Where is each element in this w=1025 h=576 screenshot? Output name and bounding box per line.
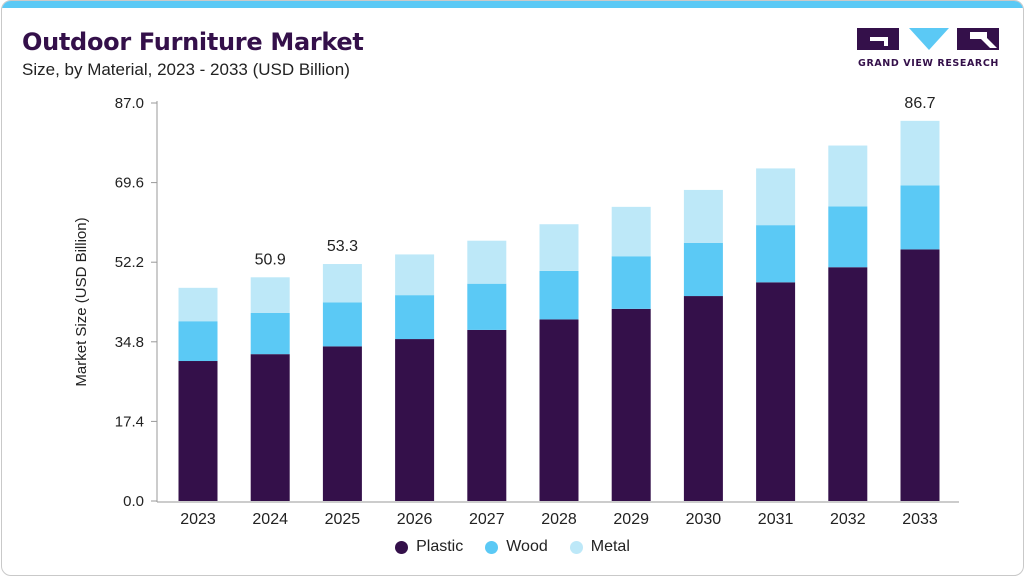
x-tick-label: 2025 — [325, 511, 361, 528]
bar-wood-2027 — [467, 283, 507, 330]
bar-wood-2024 — [250, 312, 290, 355]
legend-item-plastic: Plastic — [395, 538, 463, 556]
bar-wood-2033 — [900, 185, 940, 250]
bar-plastic-2024 — [250, 354, 290, 501]
bar-metal-2032 — [828, 145, 868, 207]
legend-swatch-metal — [569, 540, 583, 554]
bar-wood-2029 — [611, 256, 651, 309]
y-tick-label: 69.6 — [115, 175, 144, 192]
y-tick-label: 17.4 — [115, 413, 144, 430]
y-tick-label: 52.2 — [115, 254, 144, 271]
grand-view-research-logo: GRAND VIEW RESEARCH — [857, 28, 1000, 72]
y-axis-label: Market Size (USD Billion) — [73, 217, 90, 386]
x-tick-label: 2033 — [902, 511, 938, 528]
x-tick-label: 2023 — [180, 511, 216, 528]
y-tick-label: 34.8 — [115, 334, 144, 351]
y-tick-label: 87.0 — [115, 95, 144, 112]
legend-label-metal: Metal — [590, 538, 630, 555]
data-label: 86.7 — [904, 95, 935, 112]
bar-metal-2028 — [539, 224, 579, 271]
bar-wood-2023 — [178, 321, 218, 362]
x-tick-label: 2032 — [830, 511, 866, 528]
bar-metal-2030 — [683, 189, 723, 243]
x-tick-label: 2027 — [469, 511, 505, 528]
bar-metal-2031 — [756, 168, 796, 226]
bar-metal-2033 — [900, 120, 940, 186]
bar-wood-2026 — [395, 295, 435, 340]
bar-wood-2030 — [683, 242, 723, 297]
bar-wood-2028 — [539, 270, 579, 320]
bar-plastic-2025 — [322, 346, 362, 501]
bar-plastic-2033 — [900, 249, 940, 501]
y-tick-label: 0.0 — [123, 493, 144, 510]
legend-swatch-plastic — [395, 540, 409, 554]
legend-label-plastic: Plastic — [416, 538, 464, 555]
logo-mark-icon — [857, 28, 999, 50]
bar-metal-2026 — [395, 254, 435, 296]
bar-metal-2023 — [178, 287, 218, 322]
x-tick-label: 2028 — [541, 511, 577, 528]
data-label: 53.3 — [327, 238, 358, 255]
bar-plastic-2030 — [683, 296, 723, 501]
x-tick-label: 2024 — [252, 511, 288, 528]
x-tick-label: 2029 — [613, 511, 649, 528]
bar-plastic-2029 — [611, 308, 651, 501]
bar-wood-2032 — [828, 206, 868, 268]
x-tick-label: 2030 — [686, 511, 722, 528]
top-accent-bar — [2, 1, 1023, 8]
logo-text: GRAND VIEW RESEARCH — [858, 58, 999, 69]
legend-item-metal: Metal — [569, 538, 630, 556]
bar-metal-2025 — [322, 264, 362, 303]
bar-wood-2031 — [756, 225, 796, 283]
bar-plastic-2032 — [828, 267, 868, 501]
data-label: 50.9 — [255, 251, 286, 268]
bar-plastic-2031 — [756, 282, 796, 501]
bar-metal-2029 — [611, 206, 651, 257]
chart-title: Outdoor Furniture Market — [22, 28, 364, 56]
bar-plastic-2023 — [178, 361, 218, 501]
bar-metal-2024 — [250, 277, 290, 313]
x-tick-label: 2026 — [397, 511, 433, 528]
x-tick-label: 2031 — [758, 511, 794, 528]
legend-swatch-wood — [485, 540, 499, 554]
bar-plastic-2028 — [539, 319, 579, 501]
legend-label-wood: Wood — [506, 538, 548, 555]
legend-item-wood: Wood — [485, 538, 548, 556]
bar-plastic-2027 — [467, 329, 507, 501]
chart-legend: Plastic Wood Metal — [2, 538, 1023, 556]
bar-wood-2025 — [322, 302, 362, 347]
bar-metal-2027 — [467, 240, 507, 284]
chart-subtitle: Size, by Material, 2023 - 2033 (USD Bill… — [22, 60, 350, 79]
bar-plastic-2026 — [395, 339, 435, 501]
